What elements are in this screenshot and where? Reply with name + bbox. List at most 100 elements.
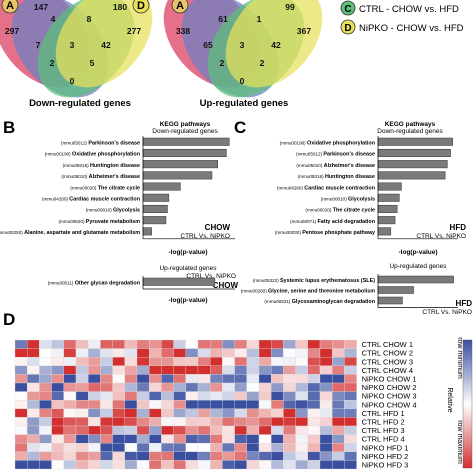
heatmap-cell bbox=[14, 400, 28, 409]
heatmap-cell bbox=[332, 391, 345, 401]
venn-legend: C CTRL - CHOW vs. HFD D NiPKO - CHOW vs.… bbox=[340, 0, 464, 35]
heatmap-cell bbox=[161, 357, 174, 366]
heatmap-cell bbox=[283, 348, 296, 358]
heatmap-cell bbox=[332, 408, 345, 418]
venn-right: A 99 338 367 65 61 1 3 2 42 2 0 Up-regul… bbox=[163, 0, 323, 109]
heatmap-cell bbox=[173, 382, 186, 392]
heatmap-cell bbox=[39, 460, 52, 470]
bar-label: (mmu05016) Huntington disease bbox=[63, 163, 140, 169]
heatmap-row-label: CTRL HFD 4 bbox=[362, 435, 405, 444]
venn-left-badge-a bbox=[1, 0, 19, 14]
venn-left: A D 147 180 297 4 8 277 7 3 42 2 5 0 Dow… bbox=[0, 0, 153, 109]
panel-c-xlabel: -log(p-value) bbox=[399, 249, 438, 256]
heatmap-cell bbox=[112, 365, 125, 375]
heatmap-cell bbox=[112, 382, 125, 392]
heatmap-cell bbox=[100, 408, 113, 418]
heatmap-cell bbox=[319, 382, 333, 392]
heatmap-cell bbox=[319, 460, 333, 470]
heatmap-cell bbox=[100, 391, 113, 401]
heatmap-cell bbox=[88, 339, 101, 349]
bar-label: (mmu00010) Glycolysis bbox=[321, 197, 375, 203]
heatmap-cell bbox=[295, 451, 308, 461]
heatmap-cell bbox=[100, 365, 113, 375]
heatmap-cell bbox=[319, 374, 333, 384]
heatmap-cell bbox=[27, 443, 40, 452]
heatmap-cell bbox=[149, 348, 162, 358]
venn-right-label-a: A bbox=[176, 0, 184, 12]
heatmap-cell bbox=[124, 460, 138, 470]
bar-label: (mmu00620) Pyruvate metabolism bbox=[58, 219, 140, 225]
heatmap-cell bbox=[319, 443, 333, 452]
venn-left-caption: Down-regulated genes bbox=[29, 98, 131, 109]
heatmap-cell bbox=[63, 408, 77, 418]
venn-count: 65 bbox=[203, 40, 213, 50]
heatmap-cell bbox=[149, 365, 162, 375]
heatmap-cell bbox=[271, 391, 284, 401]
heatmap-cell bbox=[14, 434, 28, 444]
heatmap-cell bbox=[344, 460, 357, 470]
heatmap-cell bbox=[14, 460, 28, 470]
heatmap-cell bbox=[51, 374, 64, 384]
heatmap-cell bbox=[14, 417, 28, 427]
legend-c-letter: C bbox=[344, 4, 351, 15]
heatmap-cell bbox=[51, 365, 64, 375]
heatmap-cell bbox=[136, 339, 150, 349]
heatmap-cell bbox=[173, 451, 186, 461]
bar-label: (mmu05322) Systemic lupus erythematosus … bbox=[253, 278, 375, 284]
venn-count: 4 bbox=[51, 14, 56, 24]
heatmap-row-label: CTRL CHOW 3 bbox=[362, 357, 413, 366]
heatmap-cell bbox=[124, 382, 138, 392]
heatmap-cell bbox=[51, 339, 64, 349]
heatmap-cell bbox=[234, 400, 247, 409]
heatmap-cell bbox=[258, 417, 272, 427]
heatmap-cell bbox=[283, 451, 296, 461]
heatmap-cell bbox=[197, 339, 211, 349]
heatmap-cell bbox=[112, 374, 125, 384]
heatmap-cell bbox=[222, 451, 235, 461]
heatmap-cell bbox=[283, 408, 296, 418]
heatmap-cell bbox=[210, 443, 223, 452]
heatmap-cell bbox=[14, 408, 28, 418]
heatmap-cell bbox=[271, 365, 284, 375]
heatmap-cell bbox=[295, 408, 308, 418]
heatmap-cell bbox=[344, 443, 357, 452]
heatmap-cell bbox=[185, 382, 199, 392]
heatmap-cell bbox=[185, 391, 199, 401]
venn-count: 3 bbox=[70, 40, 75, 50]
heatmap-cell bbox=[222, 357, 235, 366]
heatmap-cell bbox=[136, 417, 150, 427]
heatmap-cell bbox=[271, 451, 284, 461]
bar bbox=[377, 227, 392, 236]
heatmap-cell bbox=[319, 417, 333, 427]
heatmap-row-label: CTRL CHOW 1 bbox=[362, 340, 413, 349]
heatmap-cell bbox=[124, 434, 138, 444]
heatmap-cell bbox=[234, 374, 247, 384]
heatmap-cell bbox=[88, 443, 101, 452]
bar bbox=[142, 204, 168, 213]
heatmap-cell bbox=[27, 374, 40, 384]
heatmap-cell bbox=[27, 434, 40, 444]
heatmap-cell bbox=[112, 460, 125, 470]
panel-b-up-title: Up-regulated genes bbox=[159, 265, 217, 272]
heatmap-cell bbox=[344, 425, 357, 435]
heatmap-cell bbox=[185, 451, 199, 461]
heatmap-cell bbox=[234, 408, 247, 418]
heatmap-cell bbox=[75, 382, 89, 392]
heatmap-cell bbox=[283, 434, 296, 444]
heatmap-cell bbox=[344, 382, 357, 392]
heatmap-cell bbox=[185, 417, 199, 427]
heatmap-cell bbox=[88, 382, 101, 392]
heatmap-cell bbox=[258, 391, 272, 401]
heatmap-cell bbox=[63, 382, 77, 392]
heatmap-cell bbox=[234, 357, 247, 366]
bar-label: (mmu00020) The citrate cycle bbox=[305, 208, 375, 214]
heatmap-cell bbox=[344, 417, 357, 427]
heatmap-cell bbox=[332, 451, 345, 461]
heatmap-cell bbox=[173, 374, 186, 384]
heatmap-cell bbox=[88, 434, 101, 444]
heatmap-cell bbox=[161, 408, 174, 418]
heatmap-cell bbox=[185, 365, 199, 375]
heatmap-cell bbox=[136, 425, 150, 435]
heatmap-cell bbox=[14, 443, 28, 452]
heatmap-cell bbox=[100, 425, 113, 435]
